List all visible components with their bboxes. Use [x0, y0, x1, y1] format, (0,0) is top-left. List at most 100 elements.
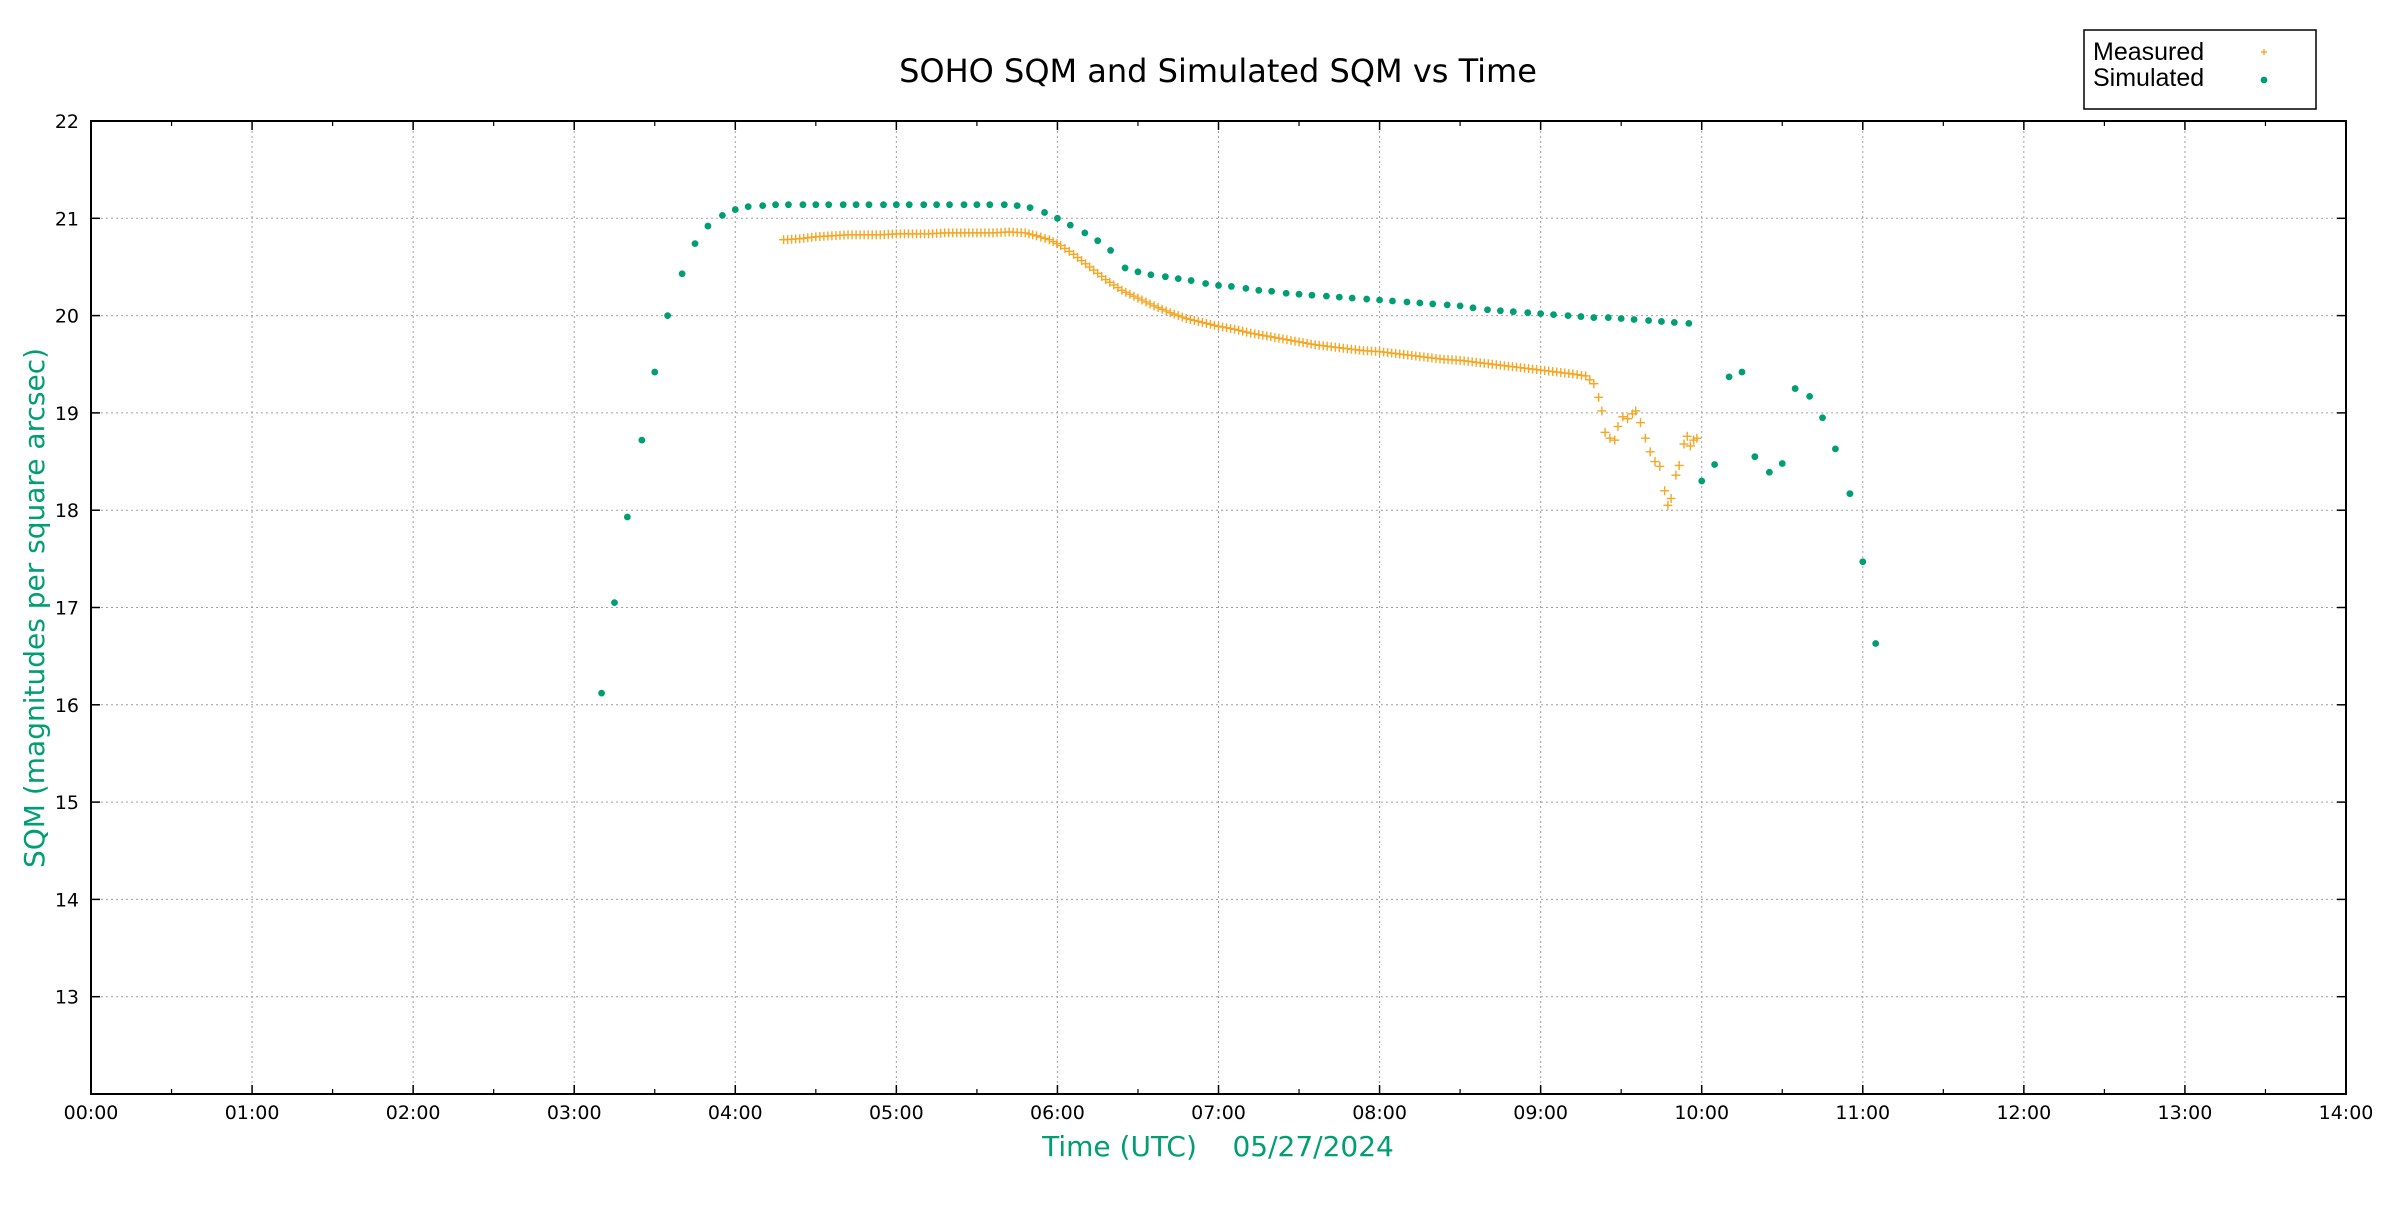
legend-box — [2083, 29, 2317, 110]
y-tick-label: 16 — [55, 695, 79, 717]
data-point-measured — [1682, 431, 1692, 441]
legend-label-measured: Measured — [2093, 38, 2204, 66]
data-point-simulated — [1215, 282, 1222, 289]
data-point-measured — [1141, 297, 1151, 307]
data-point-measured — [1636, 418, 1646, 428]
data-point-simulated — [1550, 311, 1557, 319]
data-point-simulated — [892, 201, 900, 209]
data-point-measured — [1024, 229, 1034, 239]
data-point-measured — [1597, 406, 1607, 416]
data-point-simulated — [611, 599, 618, 607]
data-point-simulated — [1054, 214, 1061, 222]
data-point-simulated — [1376, 296, 1383, 304]
data-point-measured — [1594, 392, 1604, 402]
data-point-measured — [1036, 232, 1046, 242]
data-point-simulated — [1443, 301, 1451, 309]
x-tick-label: 07:00 — [1191, 1102, 1246, 1124]
data-point-measured — [1666, 494, 1676, 504]
data-point-simulated — [1670, 319, 1678, 326]
data-point-simulated — [1456, 302, 1464, 310]
x-tick-label: 11:00 — [1835, 1102, 1890, 1124]
y-tick-label: 20 — [55, 306, 79, 328]
grid-lines — [91, 121, 2346, 1094]
data-point-simulated — [1685, 319, 1693, 327]
data-point-simulated — [1658, 318, 1665, 325]
data-point-measured — [1133, 293, 1143, 303]
x-tick-label: 10:00 — [1674, 1102, 1729, 1124]
data-point-simulated — [1335, 293, 1343, 301]
x-axis-title: Time (UTC) 05/27/2024 — [1041, 1130, 1394, 1163]
data-point-simulated — [719, 211, 726, 219]
data-point-measured — [1581, 371, 1591, 381]
x-tick-label: 03:00 — [547, 1102, 602, 1124]
data-point-measured — [1209, 320, 1219, 330]
data-point-measured — [1161, 306, 1171, 316]
data-point-measured — [1254, 330, 1264, 340]
data-point-measured — [1048, 237, 1058, 247]
data-point-simulated — [785, 201, 792, 209]
data-point-simulated — [1645, 317, 1652, 324]
data-point-simulated — [1187, 277, 1195, 284]
legend-marker-measured — [2261, 49, 2267, 55]
data-point-simulated — [1081, 229, 1089, 237]
data-point-measured — [1040, 233, 1050, 243]
data-point-simulated — [1819, 414, 1826, 422]
data-point-measured — [1600, 427, 1610, 437]
data-point-simulated — [1041, 209, 1048, 216]
legend-marker-simulated — [2260, 76, 2268, 84]
data-point-simulated — [1846, 490, 1854, 498]
data-series — [598, 201, 1880, 697]
data-point-measured — [1153, 303, 1163, 313]
data-point-simulated — [1121, 264, 1129, 272]
data-point-measured — [1165, 308, 1175, 318]
x-tick-label: 05:00 — [869, 1102, 924, 1124]
data-point-simulated — [1174, 275, 1182, 283]
data-point-measured — [1685, 441, 1695, 451]
data-point-simulated — [1000, 201, 1008, 209]
data-point-simulated — [839, 201, 847, 209]
data-point-simulated — [1496, 307, 1504, 315]
data-point-measured — [1631, 406, 1641, 416]
data-point-measured — [1650, 457, 1660, 467]
data-point-simulated — [1268, 287, 1276, 295]
data-point-measured — [1663, 500, 1673, 510]
data-point-simulated — [960, 201, 968, 209]
data-point-simulated — [1698, 477, 1706, 485]
data-point-measured — [1214, 321, 1223, 331]
data-point-simulated — [744, 203, 752, 211]
data-point-simulated — [1617, 315, 1625, 322]
data-point-simulated — [1282, 289, 1290, 297]
data-point-measured — [1660, 486, 1670, 496]
data-point-simulated — [1509, 308, 1517, 316]
data-point-simulated — [759, 202, 767, 210]
data-point-simulated — [1778, 460, 1786, 467]
data-point-measured — [1238, 326, 1248, 336]
data-point-measured — [1290, 336, 1300, 346]
data-point-simulated — [799, 201, 807, 209]
data-point-simulated — [852, 201, 860, 209]
data-point-measured — [1173, 311, 1183, 321]
x-tick-label: 00:00 — [64, 1102, 119, 1124]
data-point-measured — [1129, 291, 1139, 301]
data-point-measured — [1145, 299, 1155, 309]
data-point-simulated — [704, 222, 712, 230]
data-point-simulated — [1711, 461, 1718, 468]
legend: Measured Simulated — [2083, 29, 2317, 110]
data-point-measured — [1185, 314, 1195, 324]
x-tick-label: 12:00 — [1996, 1102, 2051, 1124]
data-point-measured — [1031, 231, 1041, 241]
data-point-simulated — [1564, 312, 1572, 319]
data-point-simulated — [1791, 385, 1799, 392]
y-tick-label: 14 — [55, 889, 79, 911]
data-point-simulated — [1295, 290, 1303, 298]
data-point-simulated — [1255, 286, 1263, 294]
data-point-measured — [1222, 323, 1232, 333]
data-point-measured — [1278, 334, 1288, 344]
legend-marker-measured-plus — [2261, 49, 2267, 55]
data-point-simulated — [973, 201, 981, 209]
x-tick-label: 02:00 — [386, 1102, 441, 1124]
data-point-measured — [1234, 325, 1244, 335]
data-point-simulated — [1859, 558, 1867, 566]
